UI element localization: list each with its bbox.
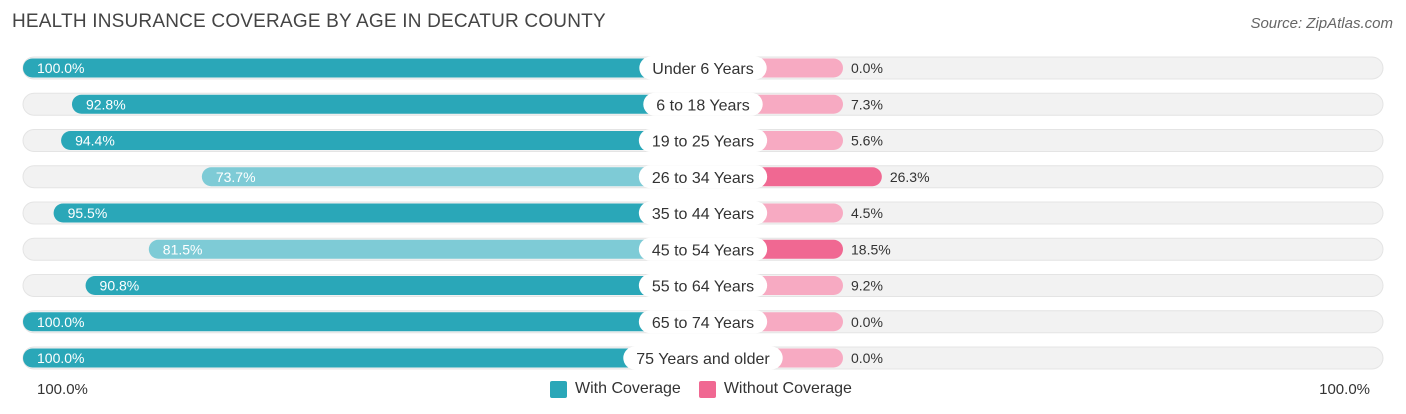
legend: With Coverage Without Coverage — [550, 380, 852, 398]
category-pill-65-to-74-years — [638, 310, 768, 334]
category-label-55-to-64-years: 55 to 64 Years — [652, 279, 754, 296]
legend-swatch-with-coverage — [550, 380, 567, 398]
category-pill-75-years-and-older — [623, 346, 783, 370]
value-label-with-coverage-45-to-54-years: 81.5% — [163, 241, 203, 257]
category-pill-55-to-64-years — [638, 274, 768, 297]
category-label-75-years-and-older: 75 Years and older — [636, 351, 770, 368]
source-note: Source: ZipAtlas.com — [1250, 15, 1393, 32]
legend-swatch-without-coverage — [698, 380, 716, 398]
legend-item-without-coverage[interactable]: Without Coverage — [698, 380, 852, 398]
bar-with-coverage-under-6-years — [23, 58, 703, 78]
bar-with-coverage-6-to-18-years — [71, 94, 703, 114]
legend-label-without-coverage: Without Coverage — [723, 380, 852, 397]
value-label-without-coverage-26-to-34-years: 26.3% — [890, 169, 930, 185]
bar-with-coverage-55-to-64-years — [85, 276, 703, 295]
bar-with-coverage-75-years-and-older — [23, 348, 703, 368]
category-pill-35-to-44-years — [638, 201, 768, 225]
chart-title: HEALTH INSURANCE COVERAGE BY AGE IN DECA… — [12, 11, 606, 32]
bar-with-coverage-19-to-25-years — [61, 131, 703, 150]
category-pill-under-6-years — [639, 56, 767, 80]
value-label-without-coverage-45-to-54-years: 18.5% — [851, 241, 891, 257]
value-label-with-coverage-6-to-18-years: 92.8% — [86, 96, 126, 112]
category-label-65-to-74-years: 65 to 74 Years — [652, 315, 754, 332]
category-pill-6-to-18-years — [643, 92, 763, 116]
value-label-with-coverage-26-to-34-years: 73.7% — [216, 169, 256, 185]
category-label-19-to-25-years: 19 to 25 Years — [652, 134, 754, 151]
legend-label-with-coverage: With Coverage — [575, 380, 681, 397]
value-label-with-coverage-75-years-and-older: 100.0% — [37, 350, 84, 366]
category-label-45-to-54-years: 45 to 54 Years — [652, 242, 754, 259]
value-label-without-coverage-35-to-44-years: 4.5% — [851, 205, 883, 221]
value-label-without-coverage-65-to-74-years: 0.0% — [851, 314, 883, 330]
category-label-35-to-44-years: 35 to 44 Years — [652, 206, 754, 223]
value-label-without-coverage-19-to-25-years: 5.6% — [851, 133, 883, 149]
category-label-26-to-34-years: 26 to 34 Years — [652, 170, 754, 187]
legend-item-with-coverage[interactable]: With Coverage — [550, 380, 681, 398]
value-label-with-coverage-65-to-74-years: 100.0% — [37, 314, 84, 330]
value-label-without-coverage-under-6-years: 0.0% — [851, 60, 883, 76]
value-label-with-coverage-19-to-25-years: 94.4% — [75, 133, 115, 149]
category-pill-26-to-34-years — [638, 165, 768, 189]
value-label-without-coverage-55-to-64-years: 9.2% — [851, 278, 883, 294]
value-label-without-coverage-6-to-18-years: 7.3% — [851, 96, 883, 112]
bar-with-coverage-45-to-54-years — [148, 239, 704, 259]
value-label-with-coverage-under-6-years: 100.0% — [37, 60, 84, 76]
bar-with-coverage-35-to-44-years — [53, 203, 704, 223]
bar-with-coverage-26-to-34-years — [201, 167, 703, 187]
value-label-with-coverage-35-to-44-years: 95.5% — [68, 205, 108, 221]
axis-left-label: 100.0% — [37, 381, 88, 398]
bar-with-coverage-65-to-74-years — [23, 312, 703, 332]
category-label-under-6-years: Under 6 Years — [652, 61, 753, 78]
category-pill-19-to-25-years — [638, 129, 768, 152]
value-label-with-coverage-55-to-64-years: 90.8% — [100, 278, 140, 294]
value-label-without-coverage-75-years-and-older: 0.0% — [851, 350, 883, 366]
category-label-6-to-18-years: 6 to 18 Years — [656, 97, 749, 114]
chart-canvas: 100.0% 0.0% Under 6 Years 92.8% 7.3% 6 to 18 … — [22, 56, 1384, 370]
axis-right-label: 100.0% — [1319, 381, 1370, 398]
category-pill-45-to-54-years — [638, 237, 768, 261]
